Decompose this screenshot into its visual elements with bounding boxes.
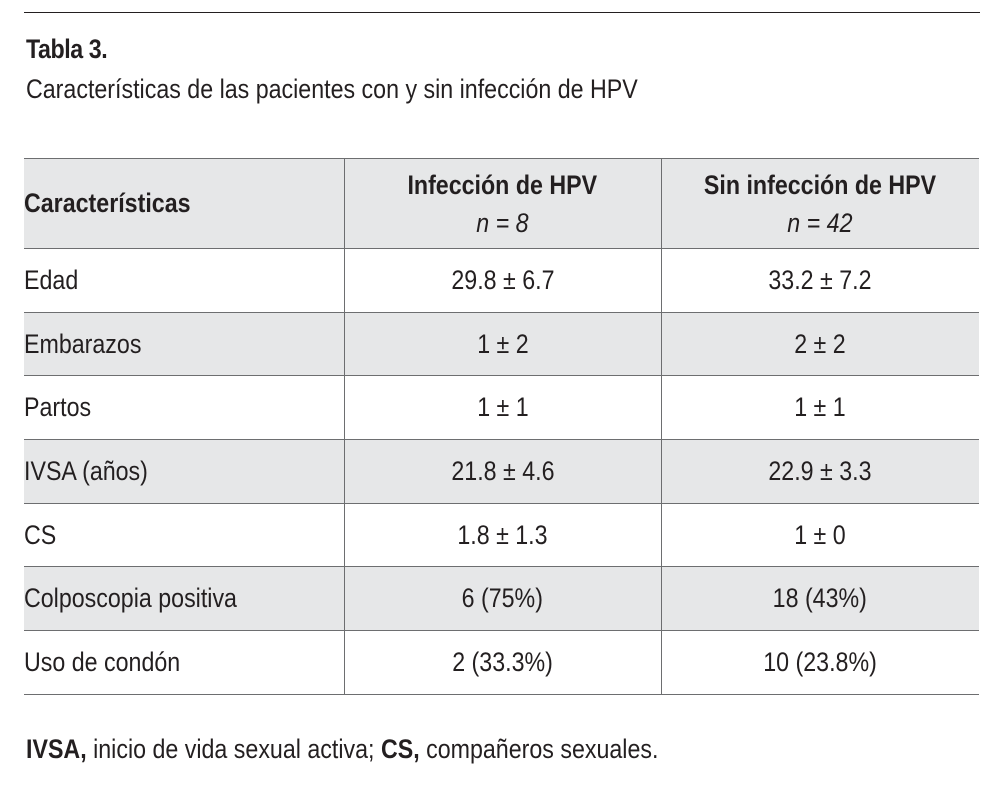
cell-hpv: 21.8 ± 4.6 [343, 439, 661, 504]
table-row: Embarazos 1 ± 2 2 ± 2 [24, 311, 979, 377]
row-label: Uso de condón [24, 630, 344, 695]
table-header-row: Características Infección de HPV n = 8 S… [24, 158, 979, 249]
cell-no-hpv: 1 ± 1 [660, 375, 979, 441]
cell-no-hpv: 18 (43%) [660, 566, 979, 632]
table-row: Uso de condón 2 (33.3%) 10 (23.8%) [24, 630, 979, 695]
row-label: Colposcopia positiva [24, 566, 344, 632]
header-no-hpv-n: n = 42 [787, 207, 853, 238]
cell-hpv: 1 ± 1 [343, 375, 661, 441]
footnote-def-cs: compañeros sexuales. [419, 734, 659, 764]
header-hpv-infection: Infección de HPV n = 8 [343, 158, 661, 249]
table-title: Tabla 3. [26, 34, 108, 64]
header-hpv-label: Infección de HPV [407, 169, 598, 200]
header-characteristics: Características [24, 158, 344, 249]
header-hpv-n: n = 8 [476, 207, 529, 238]
cell-no-hpv: 2 ± 2 [660, 311, 979, 377]
cell-no-hpv: 22.9 ± 3.3 [660, 439, 979, 504]
row-label: CS [24, 502, 344, 568]
row-label: Embarazos [24, 311, 344, 377]
cell-hpv: 1 ± 2 [343, 311, 661, 377]
footnote-abbr-cs: CS, [380, 734, 420, 764]
header-no-hpv-label: Sin infección de HPV [704, 169, 937, 200]
cell-hpv: 2 (33.3%) [343, 630, 661, 695]
top-rule [24, 12, 980, 13]
cell-no-hpv: 1 ± 0 [660, 502, 979, 568]
cell-hpv: 6 (75%) [343, 566, 661, 632]
footnote-abbr-ivsa: IVSA, [26, 734, 87, 764]
table-row: CS 1.8 ± 1.3 1 ± 0 [24, 502, 979, 568]
cell-hpv: 1.8 ± 1.3 [343, 502, 661, 568]
row-label: Partos [24, 375, 344, 441]
row-label: IVSA (años) [24, 439, 344, 504]
header-no-hpv-infection: Sin infección de HPV n = 42 [660, 158, 979, 249]
cell-hpv: 29.8 ± 6.7 [343, 248, 661, 313]
table-row: IVSA (años) 21.8 ± 4.6 22.9 ± 3.3 [24, 439, 979, 504]
cell-no-hpv: 33.2 ± 7.2 [660, 248, 979, 313]
cell-no-hpv: 10 (23.8%) [660, 630, 979, 695]
table-row: Edad 29.8 ± 6.7 33.2 ± 7.2 [24, 248, 979, 313]
table-row: Partos 1 ± 1 1 ± 1 [24, 375, 979, 441]
table-footnote: IVSA, inicio de vida sexual activa; CS, … [26, 734, 658, 765]
table-subtitle: Características de las pacientes con y s… [26, 74, 638, 104]
characteristics-table: Características Infección de HPV n = 8 S… [24, 158, 979, 695]
footnote-def-ivsa: inicio de vida sexual activa; [86, 734, 381, 764]
row-label: Edad [24, 248, 344, 313]
table-row: Colposcopia positiva 6 (75%) 18 (43%) [24, 566, 979, 632]
